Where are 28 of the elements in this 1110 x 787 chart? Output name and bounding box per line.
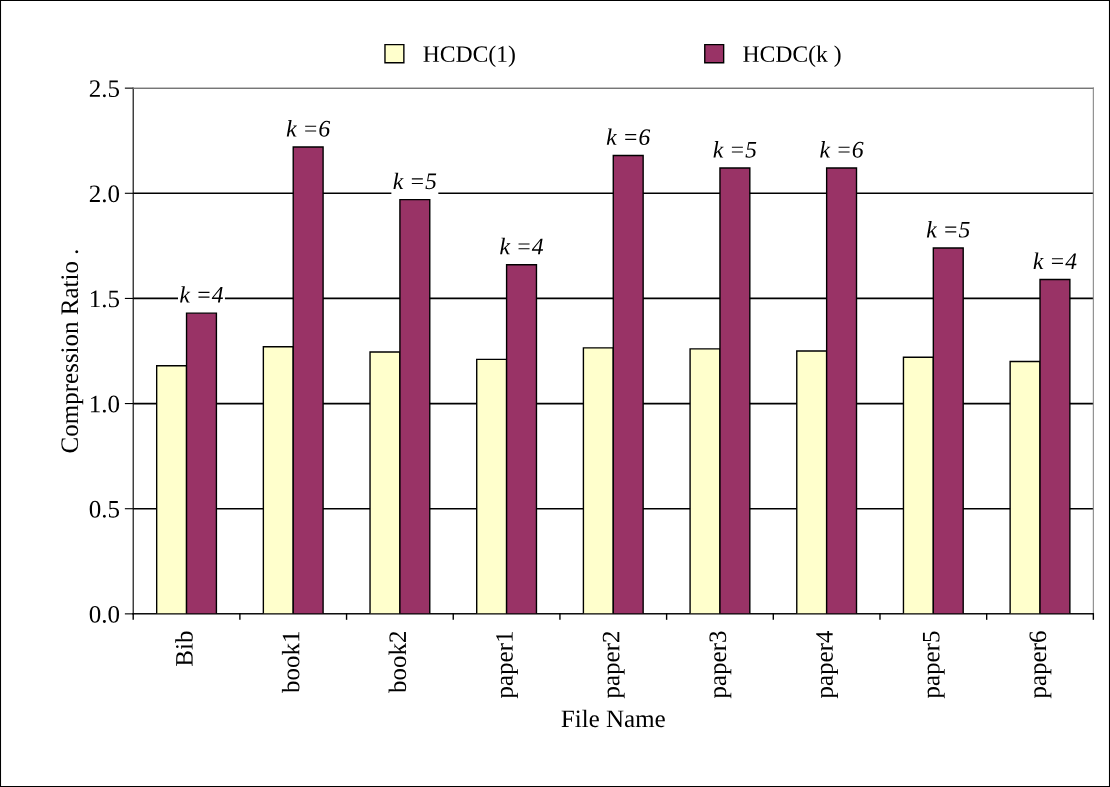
annotation: k =4: [180, 286, 224, 303]
annotation: k =6: [820, 141, 864, 158]
annotation: k =6: [286, 120, 331, 137]
y-tick-label: 0.0: [89, 605, 120, 623]
x-tick-label: paper2: [602, 631, 625, 699]
annotation: k =5: [926, 220, 970, 238]
x-tick-label: Bib: [175, 631, 193, 666]
x-tick-label: paper6: [1029, 631, 1052, 699]
annotation: k =5: [393, 172, 437, 190]
y-tick-label: 2.5: [89, 80, 120, 98]
x-tick-label: paper5: [922, 631, 945, 699]
legend-label: HCDC(k ): [743, 45, 841, 67]
legend-label: HCDC(1): [423, 45, 515, 67]
annotation: k =6: [606, 128, 651, 146]
x-tick-label: book2: [388, 631, 407, 694]
x-tick-label: paper4: [816, 630, 838, 699]
annotation: k =4: [1033, 252, 1077, 269]
x-axis-title: File Name: [561, 709, 665, 728]
y-tick-label: 1.5: [90, 290, 120, 308]
y-tick-label: 1.0: [90, 395, 120, 413]
y-axis-title: Compression Ratio .: [61, 250, 84, 453]
annotation: k =5: [713, 141, 757, 158]
annotation: k =4: [500, 237, 544, 255]
x-tick-label: paper3: [709, 631, 732, 699]
y-tick-label: 2.0: [89, 185, 120, 203]
y-tick-label: 0.5: [89, 500, 120, 518]
x-tick-label: book1: [281, 632, 300, 694]
x-tick-label: paper1: [496, 632, 518, 699]
